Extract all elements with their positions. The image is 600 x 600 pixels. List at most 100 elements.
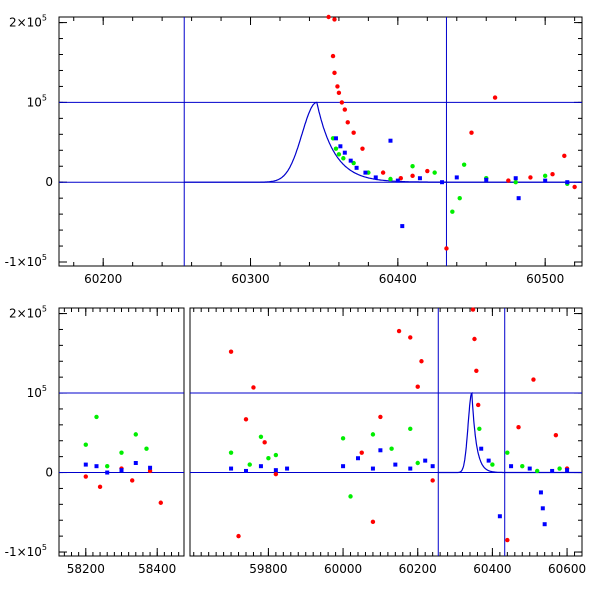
data-point-green (520, 463, 525, 469)
data-point-green (542, 173, 548, 179)
data-point-green (348, 494, 353, 499)
x-tick-label: 60200 (84, 272, 122, 286)
data-point-red (550, 172, 555, 177)
data-point-green (258, 434, 264, 439)
data-point-red (506, 178, 511, 183)
data-point-green (432, 170, 437, 175)
data-point-blue (119, 468, 124, 473)
data-point-red (430, 478, 435, 483)
axis-frame (58, 307, 185, 557)
data-point-green (133, 432, 138, 437)
data-point-blue (527, 466, 532, 471)
data-point-red (243, 417, 249, 422)
data-point-blue (354, 165, 359, 170)
data-point-blue (273, 468, 278, 473)
data-point-blue (356, 456, 360, 461)
y-tick-mantissa: 2×10 (9, 16, 42, 30)
data-point-blue (565, 468, 570, 473)
data-point-blue (423, 458, 428, 463)
data-point-green (228, 450, 234, 455)
data-point-green (94, 414, 99, 420)
data-point-blue (373, 175, 378, 180)
data-point-blue (94, 464, 99, 469)
data-point-blue (342, 150, 347, 155)
model-curve (184, 101, 582, 183)
data-point-green (340, 436, 346, 441)
data-point-red (236, 533, 241, 539)
data-point-red (336, 90, 342, 96)
y-tick-label: -1×105 (5, 543, 47, 559)
data-point-blue (542, 522, 547, 527)
y-tick-label: 2×105 (9, 14, 47, 30)
y-tick-label: 2×105 (9, 305, 47, 321)
data-point-blue (540, 506, 545, 511)
data-point-red (335, 84, 340, 89)
y-tick-mantissa: 0 (45, 466, 53, 480)
data-point-blue (393, 462, 398, 467)
data-point-green (370, 432, 376, 437)
data-point-red (332, 70, 337, 76)
x-tick-label: 59800 (249, 562, 287, 576)
data-point-green (535, 468, 540, 474)
data-point-green (144, 446, 149, 451)
data-point-blue (133, 461, 138, 465)
data-point-green (105, 463, 110, 469)
data-point-green (513, 180, 518, 185)
data-point-blue (538, 490, 543, 495)
data-point-green (461, 162, 467, 167)
data-point-blue (497, 514, 502, 519)
x-tick-label: 60600 (548, 562, 586, 576)
data-point-red (378, 414, 383, 420)
data-point-red (408, 335, 413, 340)
bottom-light-curve-panel: 58200 58400 59800 60000 60200 60400 606002×105… (5, 305, 587, 576)
data-point-red (370, 519, 376, 525)
data-point-red (97, 484, 103, 490)
data-point-red (330, 53, 336, 59)
x-tick-label: 60400 (379, 272, 417, 286)
data-point-blue (258, 464, 263, 469)
data-point-blue (454, 175, 459, 180)
y-tick-label: 0 (45, 466, 53, 480)
data-point-red (251, 385, 256, 390)
data-point-blue (370, 466, 375, 471)
data-point-red (273, 471, 279, 477)
data-point-red (396, 328, 402, 334)
data-point-blue (550, 468, 555, 473)
data-point-blue (513, 176, 518, 181)
data-point-green (490, 462, 495, 467)
data-point-blue (408, 466, 413, 471)
x-tick-label: 60300 (231, 272, 269, 286)
data-point-red (345, 120, 350, 125)
y-tick-mantissa: 0 (45, 175, 53, 189)
data-point-green (388, 176, 393, 182)
y-tick-label: 105 (27, 384, 47, 400)
x-tick-label: 60200 (399, 562, 437, 576)
data-point-blue (486, 458, 491, 463)
data-point-red (476, 402, 481, 408)
data-point-blue (479, 446, 484, 451)
data-point-red (342, 107, 348, 112)
data-point-red (474, 368, 479, 373)
data-point-red (528, 175, 533, 180)
model-curve (438, 391, 582, 474)
y-tick-label: 0 (45, 175, 53, 189)
data-point-blue (378, 448, 383, 453)
data-point-red (339, 100, 345, 105)
data-point-red (351, 130, 356, 135)
data-point-red (444, 246, 449, 251)
data-point-blue (363, 170, 368, 175)
data-point-green (247, 462, 252, 467)
data-point-green (83, 442, 88, 447)
x-tick-label: 58400 (138, 562, 176, 576)
data-point-blue (83, 462, 88, 467)
axis-frame (58, 16, 583, 267)
data-point-green (389, 446, 394, 451)
data-point-blue (395, 178, 400, 183)
data-point-red (130, 478, 135, 483)
data-point-red (572, 184, 577, 190)
data-point-red (472, 336, 477, 342)
data-point-blue (285, 466, 290, 471)
data-point-green (450, 209, 455, 214)
data-point-green (505, 450, 510, 455)
